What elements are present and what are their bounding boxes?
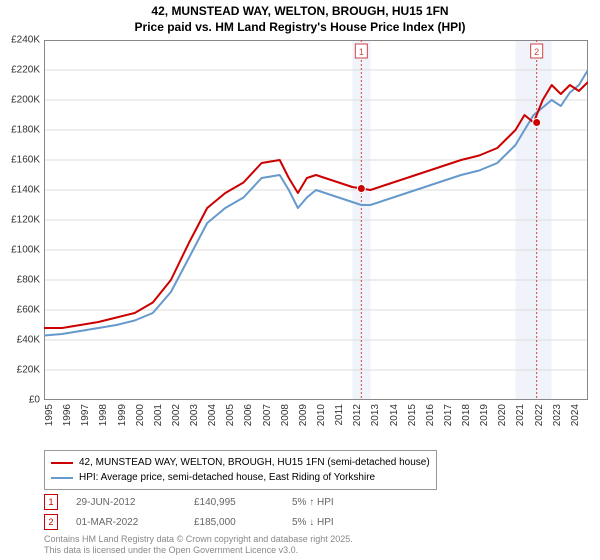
y-tick-label: £120K: [11, 215, 40, 226]
x-tick-label: 2014: [389, 404, 400, 426]
x-tick-label: 2008: [280, 404, 291, 426]
legend: 42, MUNSTEAD WAY, WELTON, BROUGH, HU15 1…: [44, 450, 437, 490]
x-tick-label: 1999: [117, 404, 128, 426]
x-tick-label: 2000: [135, 404, 146, 426]
x-tick-label: 1997: [80, 404, 91, 426]
x-tick-label: 2001: [153, 404, 164, 426]
y-tick-label: £20K: [17, 365, 40, 376]
event-marker: 2: [44, 514, 58, 530]
chart-title: 42, MUNSTEAD WAY, WELTON, BROUGH, HU15 1…: [0, 0, 600, 35]
event-marker: 1: [44, 494, 58, 510]
footer-line1: Contains HM Land Registry data © Crown c…: [44, 534, 353, 545]
event-price: £140,995: [194, 497, 274, 508]
x-tick-label: 1998: [98, 404, 109, 426]
x-tick-label: 2011: [334, 404, 345, 426]
chart-plot-area: 12: [44, 40, 588, 400]
x-tick-label: 1996: [62, 404, 73, 426]
x-tick-label: 2013: [370, 404, 381, 426]
event-hpi: 5% ↑ HPI: [292, 497, 334, 508]
event-hpi: 5% ↓ HPI: [292, 517, 334, 528]
y-axis: £0£20K£40K£60K£80K£100K£120K£140K£160K£1…: [0, 40, 44, 400]
event-date: 01-MAR-2022: [76, 517, 176, 528]
legend-label: 42, MUNSTEAD WAY, WELTON, BROUGH, HU15 1…: [79, 455, 430, 470]
x-tick-label: 2023: [552, 404, 563, 426]
x-tick-label: 2012: [352, 404, 363, 426]
title-line2: Price paid vs. HM Land Registry's House …: [0, 20, 600, 36]
y-tick-label: £220K: [11, 65, 40, 76]
x-tick-label: 2010: [316, 404, 327, 426]
event-price: £185,000: [194, 517, 274, 528]
y-tick-label: £240K: [11, 35, 40, 46]
y-tick-label: £60K: [17, 305, 40, 316]
y-tick-label: £200K: [11, 95, 40, 106]
y-tick-label: £100K: [11, 245, 40, 256]
footer-attribution: Contains HM Land Registry data © Crown c…: [44, 534, 353, 556]
x-axis: 1995 1996 1997 1998 1999 2000 2001 2002 2003 2004…: [44, 400, 588, 450]
legend-swatch: [51, 477, 73, 479]
y-tick-label: £180K: [11, 125, 40, 136]
chart-container: 42, MUNSTEAD WAY, WELTON, BROUGH, HU15 1…: [0, 0, 600, 560]
y-tick-label: £0: [29, 395, 40, 406]
x-tick-label: 2024: [570, 404, 581, 426]
x-tick-label: 2002: [171, 404, 182, 426]
footer-line2: This data is licensed under the Open Gov…: [44, 545, 353, 556]
chart-svg: 12: [44, 40, 588, 400]
legend-item: 42, MUNSTEAD WAY, WELTON, BROUGH, HU15 1…: [51, 455, 430, 470]
x-tick-label: 2009: [298, 404, 309, 426]
legend-label: HPI: Average price, semi-detached house,…: [79, 470, 375, 485]
x-tick-label: 2006: [243, 404, 254, 426]
y-tick-label: £140K: [11, 185, 40, 196]
x-tick-label: 1995: [44, 404, 55, 426]
y-tick-label: £40K: [17, 335, 40, 346]
event-row: 2 01-MAR-2022 £185,000 5% ↓ HPI: [44, 514, 588, 530]
x-tick-label: 2007: [262, 404, 273, 426]
x-tick-label: 2016: [425, 404, 436, 426]
title-line1: 42, MUNSTEAD WAY, WELTON, BROUGH, HU15 1…: [0, 4, 600, 20]
x-tick-label: 2018: [461, 404, 472, 426]
svg-text:2: 2: [534, 47, 539, 57]
x-tick-label: 2022: [534, 404, 545, 426]
x-tick-label: 2020: [497, 404, 508, 426]
legend-swatch: [51, 462, 73, 464]
event-date: 29-JUN-2012: [76, 497, 176, 508]
x-tick-label: 2017: [443, 404, 454, 426]
x-tick-label: 2015: [407, 404, 418, 426]
legend-item: HPI: Average price, semi-detached house,…: [51, 470, 430, 485]
x-tick-label: 2021: [515, 404, 526, 426]
event-table: 1 29-JUN-2012 £140,995 5% ↑ HPI 2 01-MAR-2022…: [44, 494, 588, 534]
x-tick-label: 2005: [225, 404, 236, 426]
event-row: 1 29-JUN-2012 £140,995 5% ↑ HPI: [44, 494, 588, 510]
x-tick-label: 2003: [189, 404, 200, 426]
x-tick-label: 2004: [207, 404, 218, 426]
y-tick-label: £80K: [17, 275, 40, 286]
x-tick-label: 2019: [479, 404, 490, 426]
svg-text:1: 1: [359, 47, 364, 57]
y-tick-label: £160K: [11, 155, 40, 166]
